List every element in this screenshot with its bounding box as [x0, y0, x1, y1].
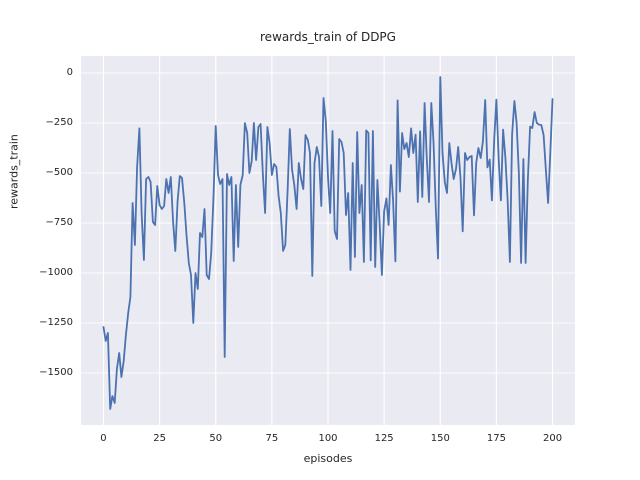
x-tick-label: 150 [430, 433, 450, 444]
x-tick-label: 200 [542, 433, 563, 444]
x-tick-label: 25 [153, 433, 166, 444]
line-plot-svg [81, 56, 575, 425]
x-tick-label: 0 [100, 433, 107, 444]
y-tick-label: −750 [45, 217, 73, 228]
plot-area [81, 56, 575, 425]
y-tick-label: −1000 [39, 267, 73, 278]
y-tick-label: 0 [66, 67, 73, 78]
x-tick-label: 175 [486, 433, 506, 444]
chart-title: rewards_train of DDPG [260, 30, 396, 44]
x-tick-label: 100 [318, 433, 338, 444]
x-tick-label: 50 [209, 433, 223, 444]
x-axis-label: episodes [303, 452, 353, 465]
y-tick-label: −1250 [39, 317, 73, 328]
x-tick-label: 125 [374, 433, 394, 444]
y-tick-label: −250 [45, 117, 73, 128]
x-tick-label: 75 [265, 433, 279, 444]
y-tick-label: −1500 [39, 367, 73, 378]
y-tick-label: −500 [45, 167, 73, 178]
